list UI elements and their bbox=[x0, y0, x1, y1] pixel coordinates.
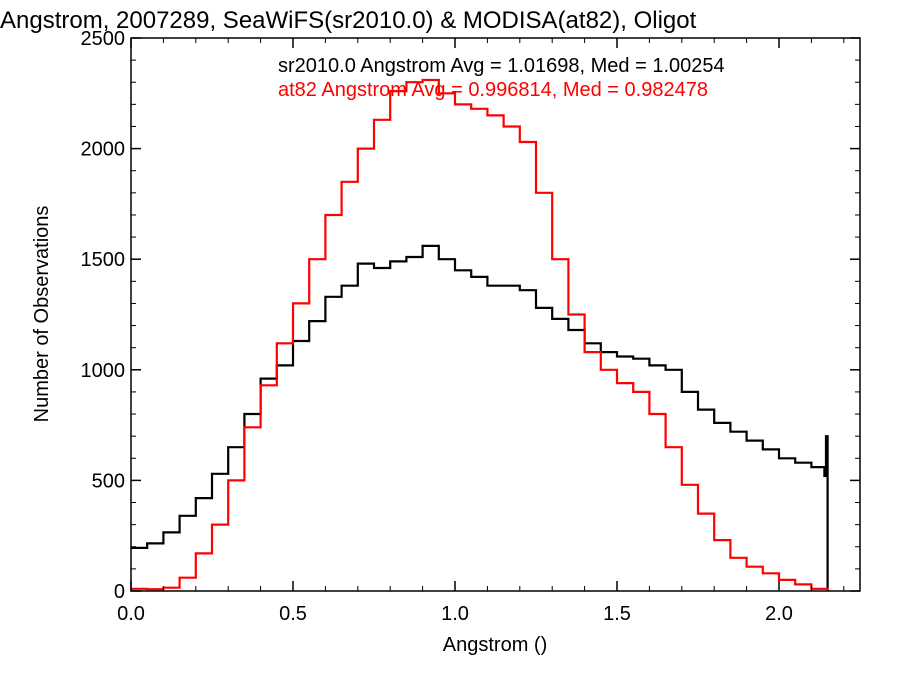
x-tick-label: 0.0 bbox=[117, 603, 145, 625]
y-tick-label: 1000 bbox=[81, 360, 126, 382]
x-axis-label: Angstrom () bbox=[443, 634, 547, 656]
y-tick-label: 1500 bbox=[81, 249, 126, 271]
legend-entry-1: at82 Angstrom Avg = 0.996814, Med = 0.98… bbox=[278, 79, 708, 101]
legend-entry-0: sr2010.0 Angstrom Avg = 1.01698, Med = 1… bbox=[278, 55, 725, 77]
plot-frame bbox=[130, 37, 861, 592]
y-axis-label: Number of Observations bbox=[31, 206, 53, 423]
series-line-1 bbox=[131, 78, 829, 591]
y-tick-label: 0 bbox=[114, 581, 125, 603]
x-tick-label: 0.5 bbox=[279, 603, 307, 625]
legend: sr2010.0 Angstrom Avg = 1.01698, Med = 1… bbox=[278, 55, 725, 101]
plot-area bbox=[131, 78, 829, 591]
y-tick-label: 2000 bbox=[81, 139, 126, 161]
y-tick-label: 2500 bbox=[81, 28, 126, 50]
series-line-0 bbox=[131, 244, 829, 591]
axes: 0.0 0.5 1.0 1.5 2.0 0 500 1000 1500 2000 2500 bbox=[81, 28, 860, 625]
x-tick-label: 1.5 bbox=[603, 603, 631, 625]
x-tick-label: 1.0 bbox=[441, 603, 469, 625]
x-tick-label: 2.0 bbox=[765, 603, 793, 625]
chart-title: Angstrom, 2007289, SeaWiFS(sr2010.0) & M… bbox=[0, 7, 697, 34]
y-tick-label: 500 bbox=[92, 470, 125, 492]
